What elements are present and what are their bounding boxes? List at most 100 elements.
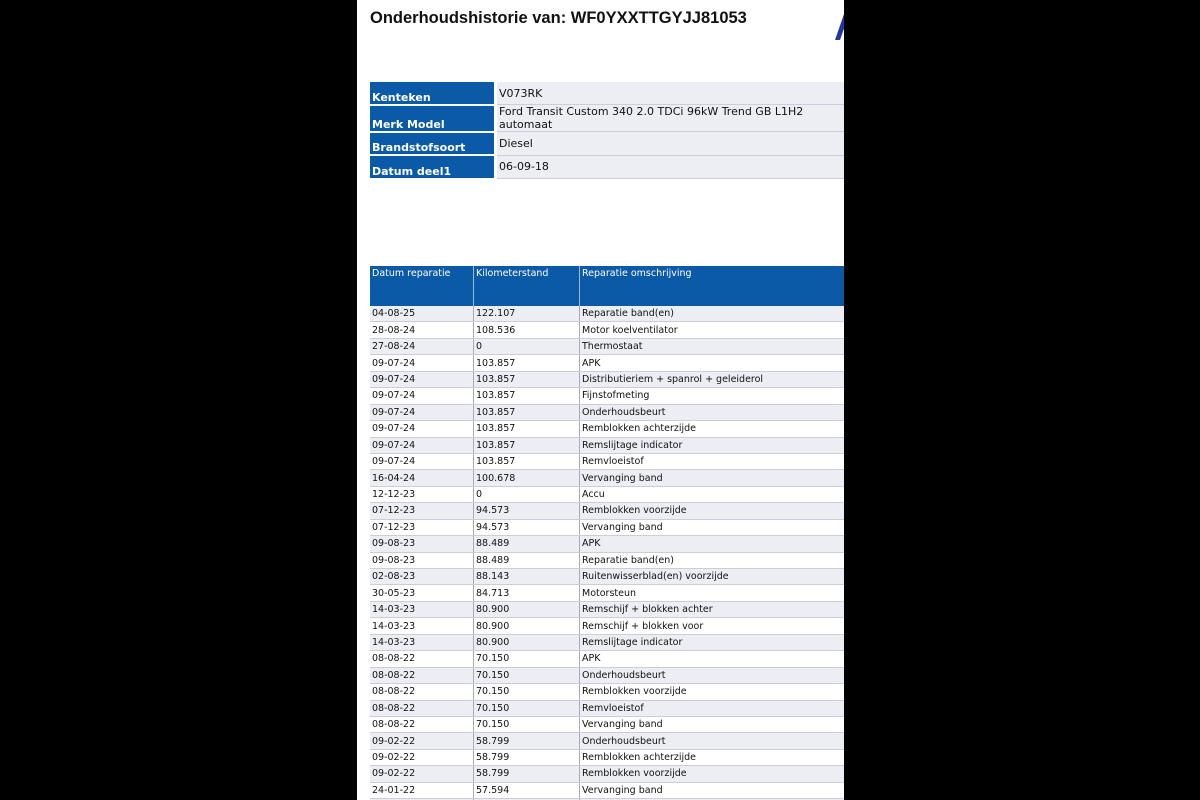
repair-description: Ruitenwisserblad(en) voorzijde [579,568,844,586]
table-row: 09-07-24 103.857 Onderhoudsbeurt [370,404,844,422]
repair-date: 08-08-22 [370,667,474,685]
vehicle-info-row: Brandstofsoort Diesel [370,131,844,156]
repair-description: Remvloeistof [579,453,844,471]
repair-description: Fijnstofmeting [579,387,844,405]
repair-description: Onderhoudsbeurt [579,732,844,750]
mileage: 122.107 [473,306,580,323]
mileage: 103.857 [473,404,580,422]
info-value: V073RK [495,82,844,105]
info-label: Merk Model [370,104,497,133]
mileage: 0 [473,338,580,356]
mileage: 80.900 [473,601,580,619]
repair-date: 09-02-22 [370,749,474,767]
table-row: 04-08-25 122.107 Reparatie band(en) [370,306,844,323]
info-value: Ford Transit Custom 340 2.0 TDCi 96kW Tr… [495,104,844,132]
table-row: 09-07-24 103.857 APK [370,354,844,372]
mileage: 57.594 [473,782,580,800]
repair-date: 08-08-22 [370,716,474,734]
mileage [473,798,580,800]
table-row: 08-08-22 70.150 APK [370,650,844,668]
table-row: 09-08-23 88.489 APK [370,535,844,553]
maintenance-history-table: Datum reparatie Kilometerstand Reparatie o… [370,266,844,800]
info-label: Datum deel1 [370,155,497,180]
vehicle-info-row: Kenteken V073RK [370,82,844,106]
repair-description: Vervanging band [579,519,844,537]
repair-description: Vervanging band [579,782,844,800]
mileage: 103.857 [473,453,580,471]
repair-description: Thermostaat [579,338,844,356]
column-header: Datum reparatie [370,266,474,306]
info-value: Diesel [495,131,844,156]
table-row: 16-04-24 100.678 Vervanging band [370,469,844,487]
repair-date: 27-08-24 [370,338,474,356]
table-row: 08-08-22 70.150 Remblokken voorzijde [370,683,844,701]
repair-date: 02-08-23 [370,568,474,586]
repair-date: 09-07-24 [370,371,474,389]
table-row: 07-12-23 94.573 Remblokken voorzijde [370,502,844,520]
repair-date: 14-03-23 [370,634,474,652]
mileage: 103.857 [473,354,580,372]
page-title: Onderhoudshistorie van: WF0YXXTTGYJJ8105… [370,9,747,27]
mileage: 84.713 [473,584,580,602]
info-label: Kenteken [370,82,497,106]
mileage: 70.150 [473,650,580,668]
repair-date: 08-08-22 [370,700,474,717]
repair-description: APK [579,535,844,553]
mileage: 70.150 [473,667,580,685]
repair-date: 09-02-22 [370,765,474,783]
table-row: 09-08-23 88.489 Reparatie band(en) [370,552,844,570]
repair-description: Remblokken voorzijde [579,765,844,783]
repair-date: 07-12-23 [370,519,474,537]
table-row: 12-12-23 0 Accu [370,486,844,504]
repair-date: 30-05-23 [370,584,474,602]
table-row: 08-08-22 70.150 Remvloeistof [370,700,844,717]
vehicle-info-row: Merk Model Ford Transit Custom 340 2.0 TD… [370,104,844,133]
brand-logo-icon [835,14,844,40]
repair-date: 16-04-24 [370,469,474,487]
repair-description: Remschijf + blokken achter [579,601,844,619]
table-row: 08-08-22 70.150 Onderhoudsbeurt [370,667,844,685]
repair-description: Remblokken achterzijde [579,420,844,438]
repair-date: 09-07-24 [370,420,474,438]
repair-description: Motor koelventilator [579,321,844,339]
repair-description: APK [579,354,844,372]
repair-description: Reparatie band(en) [579,306,844,323]
mileage: 103.857 [473,437,580,454]
vehicle-info-row: Datum deel1 06-09-18 [370,155,844,180]
repair-date: 04-08-25 [370,306,474,323]
mileage: 88.489 [473,552,580,570]
mileage: 94.573 [473,519,580,537]
table-row: 09-07-24 103.857 Fijnstofmeting [370,387,844,405]
repair-date: 07-12-23 [370,502,474,520]
repair-description: Reparatie band(en) [579,552,844,570]
mileage: 88.143 [473,568,580,586]
table-row: 14-03-23 80.900 Remslijtage indicator [370,634,844,652]
repair-date: 09-08-23 [370,535,474,553]
column-header: Reparatie omschrijving [579,266,844,306]
info-value: 06-09-18 [495,155,844,179]
repair-description: Accu [579,486,844,504]
mileage: 58.799 [473,765,580,783]
table-row: 09-07-24 103.857 Distributieriem + spanrol… [370,371,844,389]
repair-date: 14-03-23 [370,617,474,635]
table-row: 09-02-22 58.799 Onderhoudsbeurt [370,732,844,750]
mileage: 58.799 [473,749,580,767]
mileage: 70.150 [473,716,580,734]
table-row: 09-02-22 58.799 Remblokken voorzijde [370,765,844,783]
table-row: 24-01-22 57.594 Vervanging band [370,782,844,800]
mileage: 88.489 [473,535,580,553]
repair-date: 09-07-24 [370,404,474,422]
table-row: 09-02-22 58.799 Remblokken achterzijde [370,749,844,767]
repair-description: Distributieriem + spanrol + geleiderol [579,371,844,389]
mileage: 80.900 [473,634,580,652]
mileage: 108.536 [473,321,580,339]
repair-date: 09-07-24 [370,437,474,454]
mileage: 103.857 [473,371,580,389]
repair-description: Motorsteun [579,584,844,602]
repair-date: 28-08-24 [370,321,474,339]
repair-description: Onderhoudsbeurt [579,404,844,422]
table-row: 08-08-22 70.150 Vervanging band [370,716,844,734]
mileage: 100.678 [473,469,580,487]
repair-date: 09-07-24 [370,453,474,471]
repair-description: Remslijtage indicator [579,437,844,454]
